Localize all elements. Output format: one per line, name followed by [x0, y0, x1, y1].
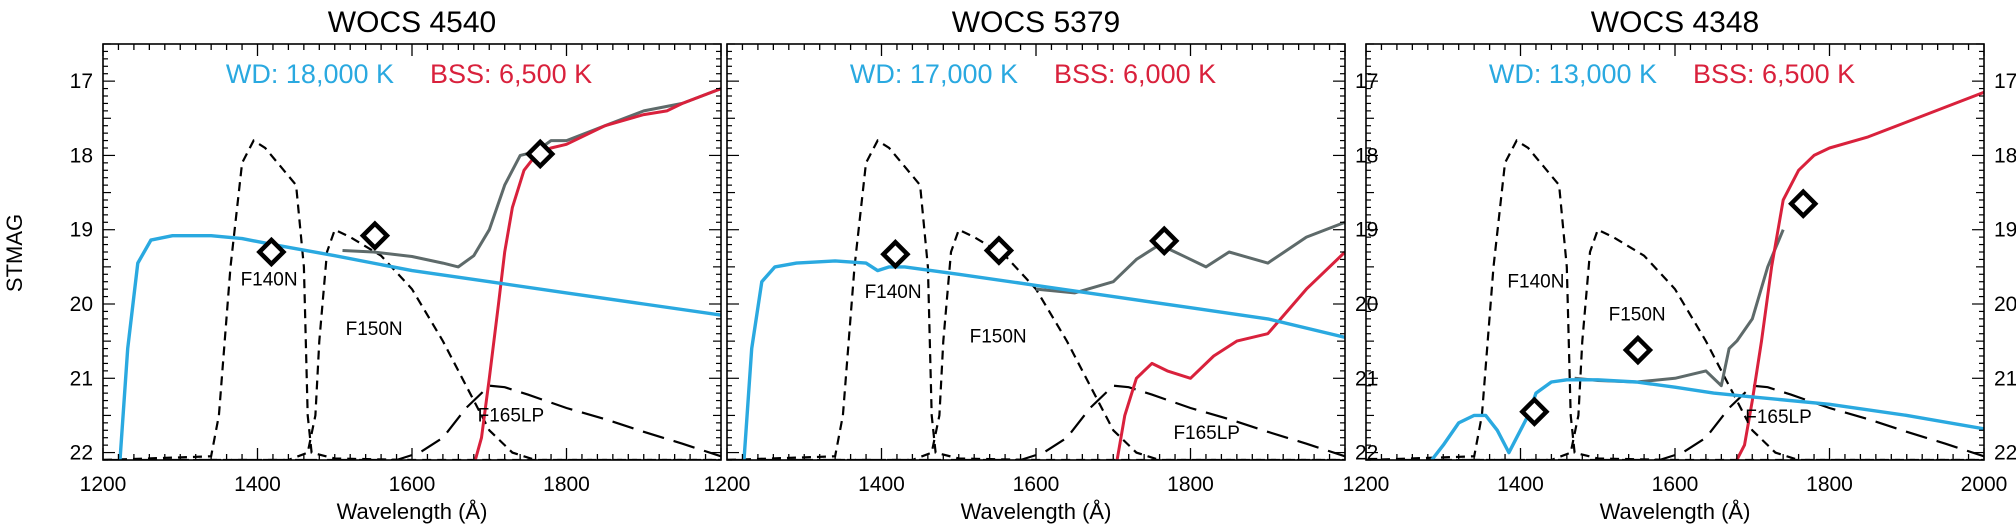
y-tick-label: 18: [1994, 144, 2016, 167]
x-tick-label: 1200: [704, 473, 751, 496]
filter-label-f150n: F150N: [1609, 304, 1666, 325]
bss-temperature-label: BSS: 6,500 K: [1693, 59, 1855, 89]
filter-curve-f150n: [1366, 228, 1984, 460]
wd-temperature-label: WD: 18,000 K: [226, 59, 394, 89]
composite-spectrum-line: [1574, 229, 1785, 388]
filter-label-f165lp: F165LP: [1745, 407, 1812, 428]
x-tick-label: 1400: [1497, 473, 1544, 496]
chart-panel-1: WOCS 4540 F140N F150N F165LP WD: 18,000 K BSS…: [70, 6, 722, 524]
wd-spectrum-line: [118, 234, 721, 460]
plot-area: [103, 87, 721, 460]
wd-spectrum-line: [742, 259, 1345, 460]
x-tick-label: 1600: [1013, 473, 1060, 496]
filter-curve-f140n: [1366, 139, 1984, 460]
chart-panel-3: WOCS 4348 F140N F150N F165LP WD: 13,000 K BSS…: [1343, 6, 2016, 524]
y-tick-label: 21: [1994, 367, 2016, 390]
filter-label-f165lp: F165LP: [478, 405, 545, 426]
composite-spectrum-line: [1035, 220, 1345, 295]
filter-curve-f165lp: [1366, 384, 1984, 460]
filter-label-f165lp: F165LP: [1173, 423, 1240, 444]
x-tick-label: 1600: [1652, 473, 1699, 496]
x-tick-label: 1800: [1806, 473, 1853, 496]
x-tick-label: 1200: [80, 473, 127, 496]
y-tick-label: 21: [70, 367, 93, 390]
bss-spectrum-line: [1735, 90, 1984, 460]
x-tick-label: 1200: [1343, 473, 1390, 496]
photometry-marker: [359, 220, 391, 251]
x-tick-label: 1800: [1167, 473, 1214, 496]
y-tick-label: 19: [70, 219, 93, 242]
composite-spectrum-line: [342, 87, 721, 269]
filter-label-f140n: F140N: [1507, 272, 1564, 293]
y-tick-label: 20: [70, 293, 93, 316]
filter-curve-f150n: [727, 228, 1345, 460]
panel-title: WOCS 4348: [1591, 6, 1759, 39]
y-tick-label: 22: [1994, 442, 2016, 465]
bss-temperature-label: BSS: 6,500 K: [430, 59, 592, 89]
filter-curve-f140n: [727, 139, 1345, 460]
y-tick-label: 19: [1994, 219, 2016, 242]
y-tick-label: 18: [70, 144, 93, 167]
x-axis-label: Wavelength (Å): [961, 499, 1112, 524]
panels-group: WOCS 4540 F140N F150N F165LP WD: 18,000 K BSS…: [70, 6, 2016, 524]
photometry-marker: [1622, 334, 1654, 366]
x-axis-label: Wavelength (Å): [337, 499, 488, 524]
chart-panel-2: WOCS 5379 F140N F150N F165LP WD: 17,000 K BSS…: [704, 6, 1379, 524]
photometry-marker: [880, 239, 911, 270]
plot-frame: [1365, 43, 1985, 461]
bss-spectrum-line: [473, 87, 721, 460]
photometry-marker: [525, 138, 556, 170]
photometry-marker: [256, 236, 287, 268]
y-tick-label: 22: [70, 442, 93, 465]
filter-curve-f165lp: [103, 384, 721, 460]
x-tick-label: 1400: [858, 473, 905, 496]
x-tick-label: 1800: [543, 473, 590, 496]
panel-title: WOCS 5379: [952, 6, 1120, 39]
x-axis-label: Wavelength (Å): [1600, 499, 1751, 524]
photometry-marker: [1519, 396, 1550, 427]
filter-curve-f150n: [103, 228, 721, 460]
y-tick-label: 17: [70, 70, 93, 93]
x-tick-label: 2000: [1961, 473, 2008, 496]
y-tick-label: 20: [1994, 293, 2016, 316]
filter-curve-f140n: [103, 139, 721, 460]
x-tick-label: 1400: [234, 473, 281, 496]
photometry-marker: [1149, 225, 1180, 257]
photometry-marker: [1788, 188, 1819, 219]
photometry-marker: [983, 235, 1015, 266]
panel-title: WOCS 4540: [328, 6, 496, 39]
wd-temperature-label: WD: 17,000 K: [850, 59, 1018, 89]
filter-label-f140n: F140N: [865, 282, 922, 303]
plot-area: [727, 139, 1345, 460]
wd-spectrum-line: [1430, 378, 1984, 460]
plot-frame: [102, 43, 722, 461]
plot-frame: [726, 43, 1346, 461]
filter-curve-f165lp: [727, 384, 1345, 460]
y-tick-label: 17: [1994, 70, 2016, 93]
y-axis-label: STMAG: [2, 214, 27, 292]
filter-label-f140n: F140N: [241, 269, 298, 290]
filter-label-f150n: F150N: [970, 327, 1027, 348]
plot-area: [1366, 90, 1984, 460]
bss-spectrum-line: [1115, 250, 1345, 460]
filter-label-f150n: F150N: [346, 319, 403, 340]
wd-temperature-label: WD: 13,000 K: [1489, 59, 1657, 89]
x-tick-label: 1600: [389, 473, 436, 496]
bss-temperature-label: BSS: 6,000 K: [1054, 59, 1216, 89]
